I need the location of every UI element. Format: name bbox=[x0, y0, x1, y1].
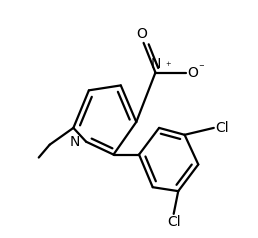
Text: O: O bbox=[136, 27, 147, 40]
Text: Cl: Cl bbox=[167, 215, 181, 229]
Text: N: N bbox=[150, 57, 161, 71]
Text: Cl: Cl bbox=[215, 121, 229, 135]
Text: $^-$: $^-$ bbox=[197, 63, 205, 73]
Text: $^+$: $^+$ bbox=[164, 62, 172, 72]
Text: O: O bbox=[188, 65, 198, 79]
Text: N: N bbox=[70, 135, 80, 149]
